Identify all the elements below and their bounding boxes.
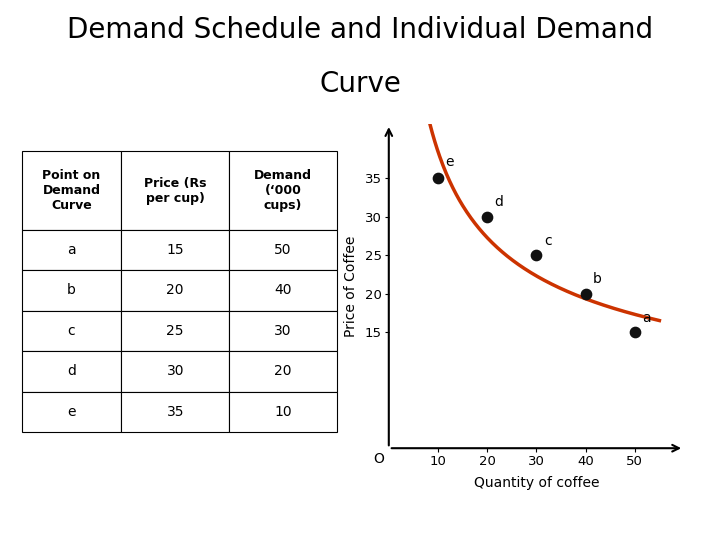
Text: e: e [446,155,454,169]
Text: b: b [593,272,602,286]
Bar [22,151,122,230]
Text: 25: 25 [166,324,184,338]
Text: 50: 50 [274,243,292,257]
Point [580,289,591,298]
Text: b: b [67,284,76,298]
Point [482,212,493,221]
Bar [229,230,337,270]
Point [531,251,542,260]
Text: 15: 15 [166,243,184,257]
Bar [122,392,229,432]
Point [432,174,444,183]
Bar [22,230,122,270]
Text: Demand
(‘000
cups): Demand (‘000 cups) [254,169,312,212]
Text: a: a [67,243,76,257]
Bar [22,392,122,432]
Text: 30: 30 [166,364,184,379]
Bar [22,351,122,392]
Bar [229,270,337,310]
Text: 20: 20 [166,284,184,298]
Bar [122,310,229,351]
Text: d: d [67,364,76,379]
Text: 40: 40 [274,284,292,298]
Y-axis label: Price of Coffee: Price of Coffee [344,235,358,337]
Text: 35: 35 [166,405,184,419]
Bar [122,351,229,392]
Text: 30: 30 [274,324,292,338]
Text: Curve: Curve [319,70,401,98]
Bar [22,270,122,310]
Bar [229,392,337,432]
Text: d: d [495,195,503,209]
Point [629,328,641,337]
Text: Demand Schedule and Individual Demand: Demand Schedule and Individual Demand [67,16,653,44]
Text: c: c [544,234,552,248]
Bar [122,151,229,230]
Bar [22,310,122,351]
Text: c: c [68,324,76,338]
Bar [122,230,229,270]
Text: 20: 20 [274,364,292,379]
Bar [122,270,229,310]
X-axis label: Quantity of coffee: Quantity of coffee [474,476,599,490]
Bar [229,351,337,392]
Text: Price (Rs
per cup): Price (Rs per cup) [144,177,207,205]
Bar [229,310,337,351]
Text: a: a [642,311,651,325]
Bar [229,151,337,230]
Text: e: e [67,405,76,419]
Text: O: O [373,452,384,466]
Text: Point on
Demand
Curve: Point on Demand Curve [42,169,101,212]
Text: 10: 10 [274,405,292,419]
